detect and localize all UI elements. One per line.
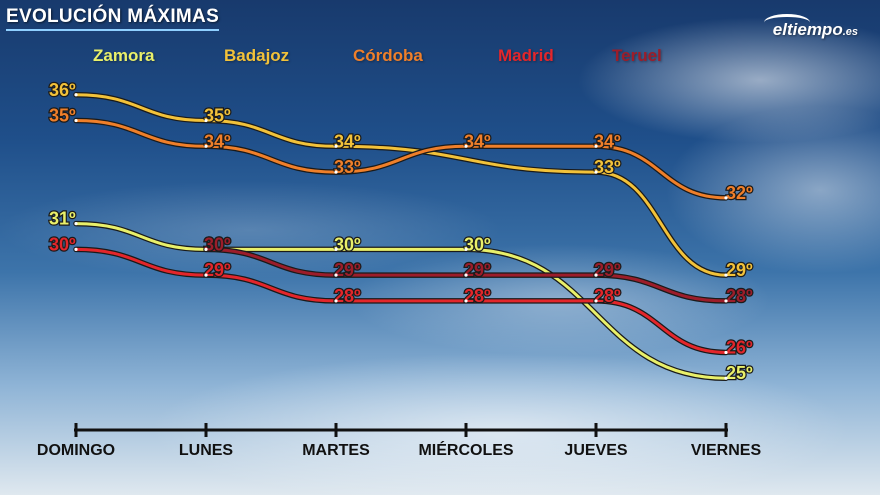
data-label-madrid: 30º: [49, 234, 76, 254]
data-label-teruel: 29º: [464, 260, 491, 280]
data-label-zamora: 30º: [204, 234, 231, 254]
data-label-madrid: 26º: [726, 337, 753, 357]
data-point-teruel: [724, 299, 728, 303]
data-label-madrid: 28º: [334, 286, 361, 306]
data-label-madrid: 28º: [594, 286, 621, 306]
logo-name: eltiempo: [772, 20, 843, 39]
data-point-zamora: [334, 247, 338, 251]
data-point-badajoz: [594, 170, 598, 174]
legend: Zamora Badajoz Córdoba Madrid Teruel: [0, 46, 880, 70]
data-point-zamora: [724, 376, 728, 380]
data-point-badajoz: [724, 273, 728, 277]
data-label-teruel: 29º: [334, 260, 361, 280]
data-point-cordoba: [74, 118, 78, 123]
series-line-cordoba: [74, 119, 728, 200]
data-point-teruel: [204, 247, 208, 251]
data-point-teruel: [594, 273, 598, 277]
data-label-zamora: 30º: [334, 234, 361, 254]
data-point-teruel: [464, 273, 468, 277]
x-tick-label: MIÉRCOLES: [418, 440, 513, 459]
data-label-zamora: 30º: [464, 234, 491, 254]
data-point-badajoz: [334, 144, 338, 148]
data-label-teruel: 29º: [594, 260, 621, 280]
x-tick-label: JUEVES: [564, 442, 627, 459]
logo-suffix: .es: [842, 26, 858, 38]
data-label-badajoz: 34º: [334, 131, 361, 151]
data-label-cordoba: 33º: [334, 157, 361, 177]
data-point-madrid: [74, 247, 78, 251]
data-label-badajoz: 33º: [594, 157, 621, 177]
data-label-teruel: 30º: [204, 234, 231, 254]
data-point-teruel: [334, 273, 338, 277]
data-label-zamora: 31º: [49, 209, 76, 229]
data-label-badajoz: 29º: [726, 260, 753, 280]
legend-item-badajoz: Badajoz: [224, 46, 290, 65]
logo-sun-icon: [764, 14, 810, 31]
data-point-madrid: [464, 299, 468, 303]
data-point-madrid: [334, 299, 338, 303]
data-point-badajoz: [74, 93, 78, 97]
data-label-cordoba: 35º: [49, 106, 76, 126]
data-point-badajoz: [204, 118, 208, 123]
data-label-cordoba: 34º: [464, 131, 491, 151]
legend-item-madrid: Madrid: [498, 46, 554, 65]
data-label-badajoz: 36º: [49, 80, 76, 100]
data-label-zamora: 25º: [726, 363, 753, 383]
data-label-cordoba: 34º: [594, 131, 621, 151]
data-point-cordoba: [204, 144, 208, 148]
legend-item-teruel: Teruel: [612, 46, 662, 65]
data-point-zamora: [74, 222, 78, 226]
logo-text: eltiempo.es: [773, 20, 858, 40]
data-point-madrid: [724, 350, 728, 355]
legend-item-zamora: Zamora: [93, 46, 155, 65]
data-label-cordoba: 34º: [204, 131, 231, 151]
data-label-madrid: 29º: [204, 260, 231, 280]
data-label-cordoba: 32º: [726, 183, 753, 203]
data-label-madrid: 28º: [464, 286, 491, 306]
chart-title: EVOLUCIÓN MÁXIMAS: [6, 6, 220, 31]
data-point-zamora: [464, 247, 468, 251]
legend-item-cordoba: Córdoba: [353, 46, 423, 65]
series-line-madrid: [74, 247, 728, 354]
x-tick-label: MARTES: [302, 442, 370, 459]
data-point-madrid: [204, 273, 208, 277]
data-point-cordoba: [724, 196, 728, 200]
data-point-madrid: [594, 299, 598, 303]
data-label-badajoz: 35º: [204, 106, 231, 126]
data-point-cordoba: [334, 170, 338, 174]
data-point-cordoba: [464, 144, 468, 148]
series-line-badajoz: [74, 93, 728, 277]
data-point-cordoba: [594, 144, 598, 148]
x-tick-label: DOMINGO: [37, 442, 115, 459]
x-tick-label: LUNES: [179, 442, 234, 459]
series-line-zamora: [74, 222, 728, 380]
data-label-teruel: 28º: [726, 286, 753, 306]
x-tick-label: VIERNES: [691, 442, 762, 459]
